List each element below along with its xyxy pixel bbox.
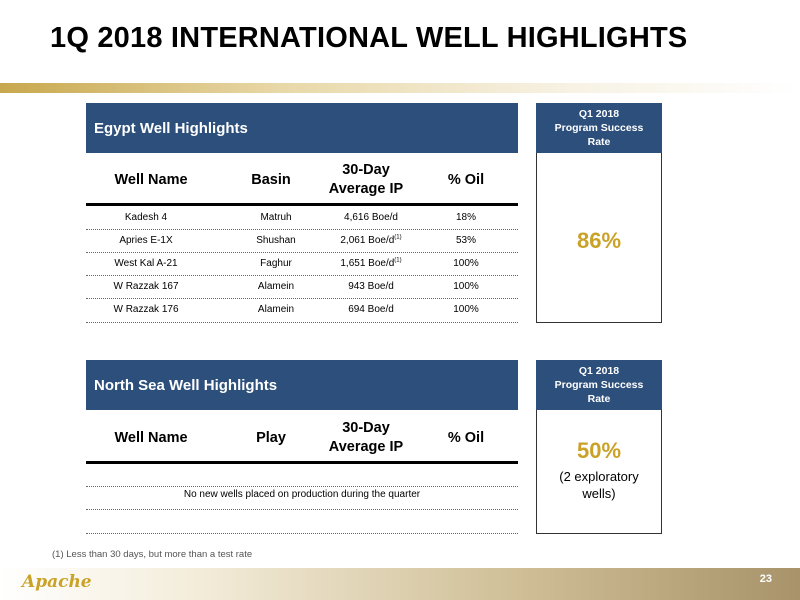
row-divider xyxy=(86,486,518,487)
ip-cell: 943 Boe/d xyxy=(296,275,446,299)
well-name-cell: Apries E-1X xyxy=(119,235,173,246)
basin-cell: Shushan xyxy=(256,235,296,246)
egypt-col-basin: Basin xyxy=(251,172,291,188)
row-divider xyxy=(86,322,518,323)
ip-footnote-ref: (1) xyxy=(394,234,402,241)
well-name-cell: West Kal A-21 xyxy=(114,258,178,269)
northsea-col-well-name: Well Name xyxy=(114,430,188,446)
row-divider xyxy=(86,275,518,276)
egypt-success-rate: 86% xyxy=(576,228,622,253)
title-divider xyxy=(0,83,800,93)
northsea-success-rate: 50% xyxy=(576,438,622,463)
footer-bar xyxy=(0,568,800,600)
ip-value: 943 Boe/d xyxy=(348,281,394,292)
egypt-col-ip: 30-Day Average IP xyxy=(311,161,421,199)
northsea-rate-header-line1: Q1 2018 xyxy=(578,365,620,377)
egypt-rate-box: 86% xyxy=(536,153,662,323)
oil-cell: 100% xyxy=(453,304,479,315)
northsea-rate-note-line2: wells) xyxy=(582,486,616,501)
egypt-col-oil: % Oil xyxy=(447,172,485,188)
page-number: 23 xyxy=(759,573,772,585)
ip-cell: 1,651 Boe/d(1) xyxy=(296,252,446,276)
table-row: West Kal A-21 Faghur 1,651 Boe/d(1) 100% xyxy=(86,252,518,276)
basin-cell: Faghur xyxy=(260,258,292,269)
basin-cell: Matruh xyxy=(260,212,292,223)
ip-value: 694 Boe/d xyxy=(348,304,394,315)
ip-value: 2,061 Boe/d xyxy=(340,235,395,246)
northsea-col-ip: 30-Day Average IP xyxy=(311,419,421,457)
ip-cell: 2,061 Boe/d(1) xyxy=(296,229,446,253)
ip-value: 1,651 Boe/d xyxy=(340,258,395,269)
northsea-col-ip-line2: Average IP xyxy=(328,439,404,455)
egypt-rate-header-line3: Rate xyxy=(587,136,611,148)
row-divider xyxy=(86,509,518,510)
egypt-col-ip-line2: Average IP xyxy=(328,181,404,197)
northsea-col-oil: % Oil xyxy=(447,430,485,446)
northsea-rate-note-line1: (2 exploratory xyxy=(559,469,639,484)
well-name-cell: W Razzak 167 xyxy=(113,281,179,292)
well-name-cell: Kadesh 4 xyxy=(124,212,168,223)
northsea-rate-header-line2: Program Success xyxy=(554,379,644,391)
egypt-col-well-name: Well Name xyxy=(114,172,188,188)
northsea-rate-header: Q1 2018 Program Success Rate xyxy=(536,360,662,410)
basin-cell: Alamein xyxy=(257,281,295,292)
northsea-header-rule xyxy=(86,461,518,464)
egypt-header-rule xyxy=(86,203,518,206)
well-name-cell: W Razzak 176 xyxy=(113,304,179,315)
northsea-col-ip-line1: 30-Day xyxy=(342,420,390,436)
northsea-table-header: North Sea Well Highlights xyxy=(86,360,518,410)
egypt-col-ip-line1: 30-Day xyxy=(342,162,390,178)
northsea-header-label: North Sea Well Highlights xyxy=(94,376,278,394)
page-title: 1Q 2018 INTERNATIONAL WELL HIGHLIGHTS xyxy=(50,22,688,54)
northsea-rate-note: (2 exploratory wells) xyxy=(537,468,661,502)
oil-cell: 100% xyxy=(453,258,479,269)
oil-cell: 53% xyxy=(455,235,476,246)
oil-cell: 100% xyxy=(453,281,479,292)
egypt-rate-header-line2: Program Success xyxy=(554,122,644,134)
table-row: W Razzak 176 Alamein 694 Boe/d 100% xyxy=(86,298,518,322)
ip-value: 4,616 Boe/d xyxy=(344,212,398,223)
table-row: Apries E-1X Shushan 2,061 Boe/d(1) 53% xyxy=(86,229,518,253)
row-divider xyxy=(86,298,518,299)
oil-cell: 18% xyxy=(455,212,476,223)
table-row: Kadesh 4 Matruh 4,616 Boe/d 18% xyxy=(86,206,518,230)
egypt-rate-header: Q1 2018 Program Success Rate xyxy=(536,103,662,153)
egypt-header-label: Egypt Well Highlights xyxy=(94,119,248,137)
table-row: W Razzak 167 Alamein 943 Boe/d 100% xyxy=(86,275,518,299)
footnote: (1) Less than 30 days, but more than a t… xyxy=(52,549,253,560)
ip-cell: 694 Boe/d xyxy=(296,298,446,322)
no-wells-message: No new wells placed on production during… xyxy=(183,489,421,500)
row-divider xyxy=(86,533,518,534)
egypt-table-header: Egypt Well Highlights xyxy=(86,103,518,153)
basin-cell: Alamein xyxy=(257,304,295,315)
northsea-col-play: Play xyxy=(256,430,286,446)
row-divider xyxy=(86,252,518,253)
egypt-rate-header-line1: Q1 2018 xyxy=(578,108,620,120)
northsea-rate-header-line3: Rate xyxy=(587,393,611,405)
ip-cell: 4,616 Boe/d xyxy=(296,206,446,230)
northsea-rate-box: 50% (2 exploratory wells) xyxy=(536,410,662,534)
ip-footnote-ref: (1) xyxy=(394,257,402,264)
row-divider xyxy=(86,229,518,230)
apache-logo: Apache xyxy=(22,572,92,592)
